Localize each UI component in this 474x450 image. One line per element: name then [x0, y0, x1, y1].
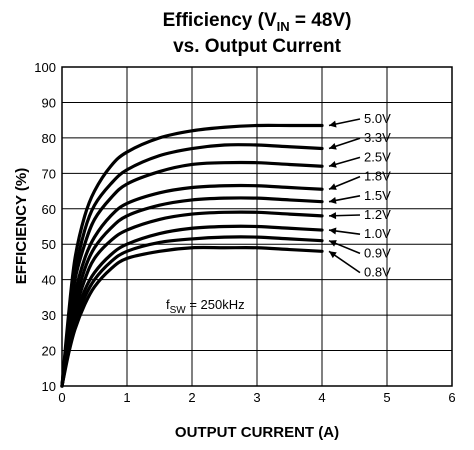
annotation-value: = 250kHz — [186, 297, 245, 312]
series-arrowhead — [329, 227, 337, 235]
series-label: 0.8V — [364, 265, 391, 280]
series-label: 2.5V — [364, 149, 391, 164]
series-label: 1.2V — [364, 207, 391, 222]
series-label: 0.9V — [364, 245, 391, 260]
chart-title-main: Efficiency (V — [162, 10, 277, 31]
x-tick-label: 5 — [383, 390, 390, 405]
series-line — [60, 183, 324, 388]
series-line — [60, 123, 324, 388]
y-tick-label: 10 — [42, 379, 56, 394]
annotation-f: f — [166, 297, 170, 312]
series-arrowhead — [329, 183, 337, 190]
x-tick-label: 2 — [188, 390, 195, 405]
y-tick-label: 20 — [42, 344, 56, 359]
series-arrowhead — [329, 251, 337, 259]
chart-title-after: = 48V) — [289, 10, 352, 31]
series-arrowhead — [329, 196, 337, 204]
series-line — [60, 160, 324, 388]
switching-frequency-annotation: fSW = 250kHz — [166, 297, 245, 316]
series-curves — [60, 123, 324, 388]
y-tick-label: 70 — [42, 166, 56, 181]
annotation-subscript: SW — [170, 305, 187, 316]
y-tick-label: 50 — [42, 237, 56, 252]
y-tick-label: 30 — [42, 308, 56, 323]
series-arrowhead — [329, 212, 337, 220]
chart-title-line1: Efficiency (VIN = 48V) — [62, 10, 452, 34]
series-labels: 5.0V 3.3V 2.5V 1.8V 1.5V 1.2V 1.0V 0.9V 0.8V — [328, 111, 391, 280]
x-tick-label: 6 — [448, 390, 455, 405]
plot-frame — [61, 66, 453, 387]
series-label: 1.5V — [364, 188, 391, 203]
series-arrowhead — [329, 120, 337, 128]
series-label: 3.3V — [364, 130, 391, 145]
x-axis-title: OUTPUT CURRENT (A) — [175, 424, 339, 441]
series-arrowhead — [329, 240, 337, 247]
y-tick-label: 80 — [42, 131, 56, 146]
tick-labels: 0 1 2 3 4 5 6 10 20 30 40 50 60 70 80 90 100 — [34, 60, 455, 405]
chart-title-line2: vs. Output Current — [173, 36, 341, 57]
x-tick-label: 4 — [318, 390, 325, 405]
series-line — [60, 235, 324, 388]
x-tick-label: 3 — [253, 390, 260, 405]
x-tick-label: 1 — [123, 390, 130, 405]
series-label: 5.0V — [364, 111, 391, 126]
series-line — [60, 245, 324, 388]
chart-title-subscript: IN — [276, 18, 290, 34]
series-label: 1.8V — [364, 169, 391, 184]
y-tick-label: 100 — [34, 60, 56, 75]
series-line — [60, 196, 324, 388]
y-axis-title: EFFICIENCY (%) — [13, 168, 30, 284]
x-tick-label: 0 — [58, 390, 65, 405]
series-arrowhead — [329, 142, 337, 150]
series-arrowhead — [329, 160, 337, 168]
y-tick-label: 90 — [42, 95, 56, 110]
series-label: 1.0V — [364, 226, 391, 241]
y-tick-label: 60 — [42, 202, 56, 217]
y-tick-label: 40 — [42, 273, 56, 288]
series-line — [60, 210, 324, 388]
